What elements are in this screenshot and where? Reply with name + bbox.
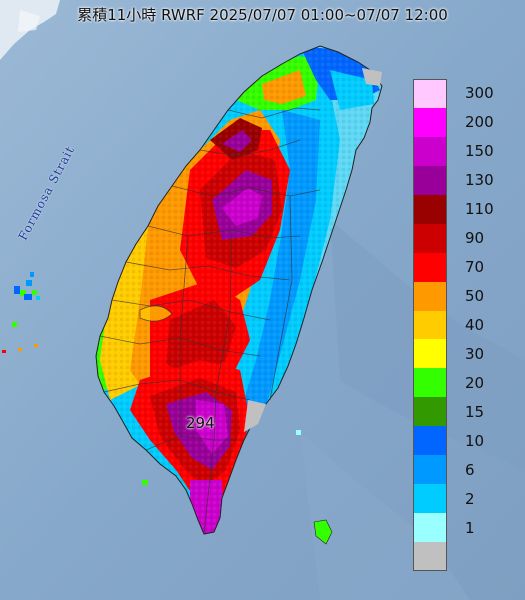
legend-label: 70 xyxy=(465,258,485,277)
legend-swatch xyxy=(413,252,447,283)
legend-label: 90 xyxy=(465,229,485,248)
legend-swatch xyxy=(413,107,447,138)
legend-label: 40 xyxy=(465,316,485,334)
no-data-area xyxy=(244,400,266,432)
legend-swatch xyxy=(413,310,447,340)
legend-label: 50 xyxy=(465,287,485,306)
legend-swatch xyxy=(413,79,447,109)
legend-swatch xyxy=(413,484,447,514)
legend-label: 15 xyxy=(465,402,485,421)
legend-swatch xyxy=(413,426,447,456)
legend-label: 110 xyxy=(465,200,494,219)
legend-swatch xyxy=(413,281,447,312)
legend-label: 300 xyxy=(465,84,494,103)
legend-label: 130 xyxy=(465,171,494,190)
taiwan-coastline xyxy=(95,45,383,535)
legend-label: 10 xyxy=(465,431,485,450)
cloud-patch xyxy=(18,10,40,32)
legend-swatch xyxy=(413,397,447,427)
legend-label: 20 xyxy=(465,373,485,392)
island-speck xyxy=(34,344,38,347)
legend-label: 200 xyxy=(465,113,494,132)
legend-swatch xyxy=(413,339,447,369)
legend-swatch xyxy=(413,455,447,485)
map-title: 累積11小時 RWRF 2025/07/07 01:00~07/07 12:00 xyxy=(77,6,448,24)
legend-label: 6 xyxy=(465,460,475,479)
legend-swatch xyxy=(413,542,447,572)
legend-label: 2 xyxy=(465,489,475,508)
legend-swatch xyxy=(413,165,447,196)
island-speck xyxy=(2,350,6,353)
island-speck xyxy=(18,348,22,351)
penghu-islands xyxy=(12,272,40,327)
legend-swatch xyxy=(413,368,447,398)
max-rainfall-label: 294 xyxy=(186,414,215,432)
legend-label: 30 xyxy=(465,344,485,363)
rainfall-legend: 300 200 150 130 110 90 70 50 40 30 20 15 10 6 2 1 xyxy=(413,79,523,572)
orchid-island xyxy=(313,519,333,545)
legend-swatch xyxy=(413,513,447,543)
legend-swatch xyxy=(413,194,447,225)
legend-swatch xyxy=(413,223,447,254)
county-boundaries xyxy=(99,107,321,535)
legend-label: 1 xyxy=(465,518,475,537)
no-data-area xyxy=(362,68,382,86)
legend-swatch xyxy=(413,136,447,167)
island-speck xyxy=(142,480,148,485)
legend-label: 150 xyxy=(465,142,494,161)
green-island xyxy=(296,430,301,435)
